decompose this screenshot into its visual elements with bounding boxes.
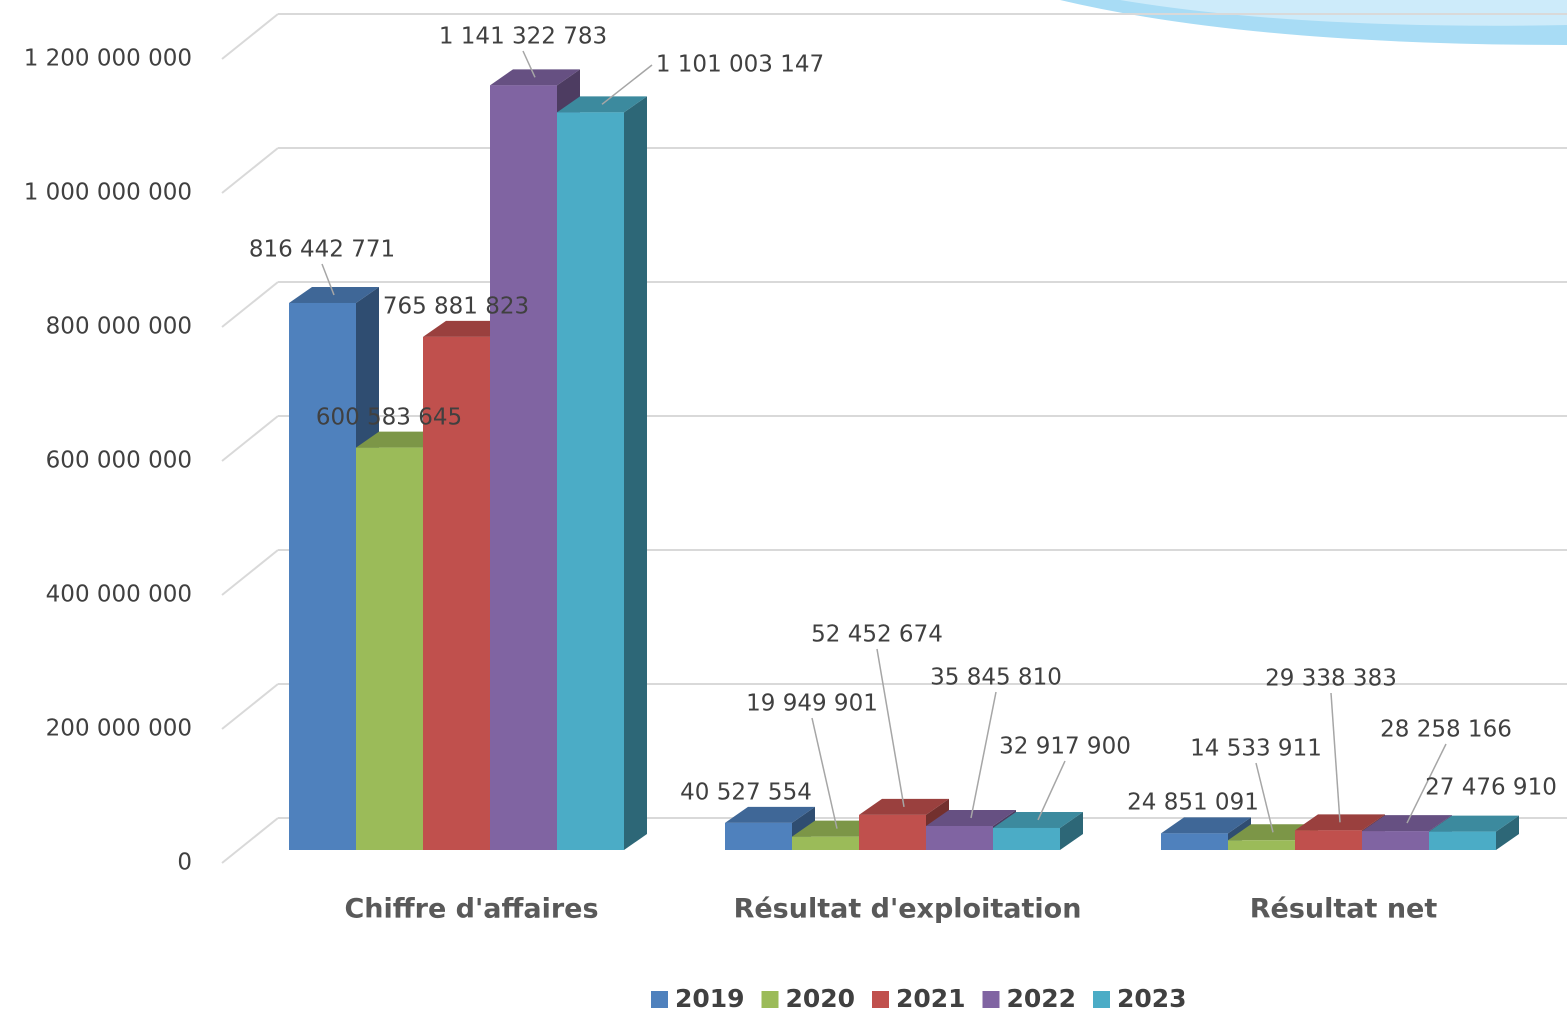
- legend-label: 2019: [675, 984, 745, 1013]
- leader-line: [1255, 762, 1274, 833]
- data-label: 14 533 911: [1190, 736, 1322, 762]
- grid-line: [221, 415, 279, 462]
- bar-top: [1429, 815, 1519, 832]
- data-label: 1 141 322 783: [439, 24, 607, 50]
- bar: [1362, 831, 1429, 850]
- y-tick-label: 0: [177, 850, 192, 876]
- bar: [1228, 840, 1295, 850]
- y-tick-label: 600 000 000: [46, 448, 192, 474]
- grid-line: [221, 147, 279, 194]
- legend-label: 2022: [1007, 984, 1077, 1013]
- data-label: 24 851 091: [1127, 790, 1259, 816]
- legend-swatch: [1093, 991, 1110, 1008]
- bar: [725, 822, 792, 850]
- bar-side: [624, 96, 647, 851]
- bar: [289, 302, 356, 850]
- bar: [423, 336, 490, 850]
- bar: [859, 814, 926, 850]
- leader-line: [876, 648, 905, 807]
- bar: [792, 836, 859, 850]
- grid-line: [221, 13, 279, 60]
- data-label: 27 476 910: [1425, 775, 1557, 801]
- bar: [926, 825, 993, 850]
- legend-label: 2020: [786, 984, 856, 1013]
- leader-line: [811, 717, 838, 829]
- data-label: 29 338 383: [1265, 666, 1397, 692]
- bar: [557, 112, 624, 851]
- bar: [1161, 833, 1228, 850]
- leader-line: [321, 263, 335, 296]
- bar-top: [725, 806, 815, 823]
- bar: [1295, 830, 1362, 850]
- bar: [490, 85, 557, 851]
- data-label: 765 881 823: [383, 294, 529, 320]
- data-label: 19 949 901: [746, 691, 878, 717]
- data-label: 28 258 166: [1380, 717, 1512, 743]
- decoration: [1120, 0, 1567, 26]
- leader-line: [601, 64, 653, 105]
- legend-swatch: [761, 991, 779, 1008]
- y-tick-label: 200 000 000: [46, 716, 192, 742]
- leader-line: [1330, 692, 1341, 823]
- data-label: 600 583 645: [316, 405, 462, 431]
- legend-swatch: [982, 991, 1000, 1008]
- data-label: 32 917 900: [999, 734, 1131, 760]
- bar: [1429, 831, 1496, 850]
- leader-line: [970, 691, 997, 819]
- grid-line: [221, 281, 279, 328]
- y-tick-label: 1 200 000 000: [24, 46, 192, 72]
- bar-side: [1060, 811, 1083, 850]
- data-label: 35 845 810: [930, 665, 1062, 691]
- x-tick-label: Résultat net: [1250, 894, 1438, 925]
- bar-side: [1496, 815, 1519, 850]
- leader-line: [1406, 743, 1447, 824]
- leader-line: [1037, 760, 1066, 821]
- data-label: 52 452 674: [811, 622, 943, 648]
- x-tick-label: Résultat d'exploitation: [734, 894, 1082, 925]
- bar: [356, 447, 423, 850]
- y-tick-label: 1 000 000 000: [24, 180, 192, 206]
- bar: [993, 827, 1060, 850]
- legend-label: 2023: [1117, 984, 1187, 1013]
- x-tick-label: Chiffre d'affaires: [344, 894, 598, 925]
- data-label: 1 101 003 147: [656, 52, 824, 78]
- legend-label: 2021: [896, 984, 966, 1013]
- grid-line: [221, 683, 279, 730]
- legend-swatch: [872, 991, 889, 1008]
- grid-line: [221, 549, 279, 596]
- grid-line: [221, 817, 279, 864]
- data-label: 40 527 554: [680, 780, 812, 806]
- leader-line: [522, 50, 536, 78]
- bar-top: [1161, 817, 1251, 834]
- legend-swatch: [651, 991, 668, 1008]
- y-tick-label: 800 000 000: [46, 314, 192, 340]
- y-tick-label: 400 000 000: [46, 582, 192, 608]
- data-label: 816 442 771: [249, 237, 395, 263]
